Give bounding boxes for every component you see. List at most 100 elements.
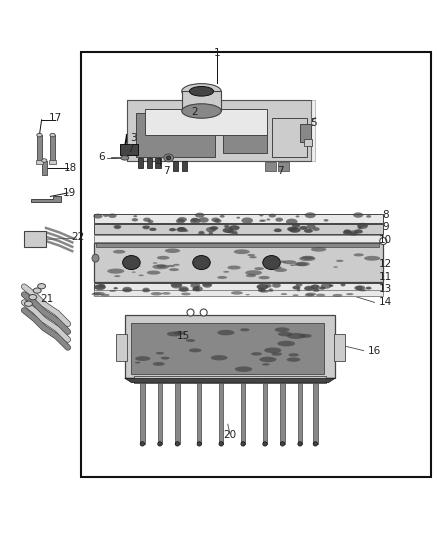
Polygon shape bbox=[127, 100, 315, 161]
Ellipse shape bbox=[135, 356, 150, 361]
Ellipse shape bbox=[164, 154, 173, 162]
Ellipse shape bbox=[169, 268, 179, 271]
Ellipse shape bbox=[123, 255, 140, 270]
Ellipse shape bbox=[182, 104, 221, 118]
Ellipse shape bbox=[177, 227, 186, 232]
Ellipse shape bbox=[263, 255, 280, 270]
Bar bbox=[50, 135, 55, 161]
Ellipse shape bbox=[175, 442, 180, 446]
Text: 16: 16 bbox=[368, 345, 381, 356]
Ellipse shape bbox=[179, 227, 184, 230]
Ellipse shape bbox=[366, 287, 371, 289]
Ellipse shape bbox=[274, 229, 282, 232]
Ellipse shape bbox=[179, 286, 188, 292]
Ellipse shape bbox=[245, 294, 250, 295]
Text: 11: 11 bbox=[379, 272, 392, 282]
Ellipse shape bbox=[343, 230, 352, 233]
Ellipse shape bbox=[123, 287, 132, 292]
Text: 6: 6 bbox=[98, 152, 105, 162]
Ellipse shape bbox=[260, 290, 269, 293]
Ellipse shape bbox=[313, 442, 318, 446]
Bar bbox=[158, 383, 162, 444]
Ellipse shape bbox=[94, 285, 106, 289]
Circle shape bbox=[187, 309, 194, 316]
Ellipse shape bbox=[92, 254, 99, 262]
Ellipse shape bbox=[305, 294, 314, 296]
Ellipse shape bbox=[231, 232, 238, 235]
Ellipse shape bbox=[312, 227, 320, 231]
Ellipse shape bbox=[287, 333, 306, 339]
Ellipse shape bbox=[193, 255, 210, 270]
Ellipse shape bbox=[191, 218, 199, 222]
Ellipse shape bbox=[93, 292, 105, 295]
Ellipse shape bbox=[181, 293, 191, 295]
Ellipse shape bbox=[162, 292, 170, 295]
Ellipse shape bbox=[210, 226, 219, 230]
Ellipse shape bbox=[246, 274, 256, 277]
Ellipse shape bbox=[293, 294, 299, 296]
Ellipse shape bbox=[182, 84, 221, 99]
Ellipse shape bbox=[313, 288, 319, 291]
Ellipse shape bbox=[156, 352, 164, 354]
Ellipse shape bbox=[167, 265, 175, 267]
Bar bbox=[304, 140, 312, 146]
Ellipse shape bbox=[364, 256, 380, 261]
Ellipse shape bbox=[231, 291, 243, 295]
Ellipse shape bbox=[319, 287, 325, 289]
Ellipse shape bbox=[262, 220, 266, 222]
Bar bbox=[223, 118, 267, 152]
Text: 4: 4 bbox=[155, 158, 162, 168]
Ellipse shape bbox=[192, 288, 200, 291]
Ellipse shape bbox=[366, 287, 371, 289]
Ellipse shape bbox=[132, 218, 138, 222]
Ellipse shape bbox=[332, 294, 343, 297]
Ellipse shape bbox=[225, 225, 229, 228]
Bar bbox=[300, 124, 311, 142]
Text: 1: 1 bbox=[213, 48, 220, 58]
Ellipse shape bbox=[50, 133, 55, 137]
Text: 20: 20 bbox=[223, 430, 237, 440]
Ellipse shape bbox=[229, 225, 240, 231]
Ellipse shape bbox=[258, 287, 265, 292]
Ellipse shape bbox=[262, 363, 269, 366]
Ellipse shape bbox=[223, 228, 234, 233]
Text: 7: 7 bbox=[277, 166, 284, 176]
Ellipse shape bbox=[259, 214, 263, 216]
Ellipse shape bbox=[301, 256, 314, 260]
Ellipse shape bbox=[307, 224, 316, 229]
Bar bbox=[96, 243, 379, 247]
Bar bbox=[219, 383, 223, 444]
Text: 19: 19 bbox=[63, 188, 76, 198]
Ellipse shape bbox=[319, 286, 325, 289]
Ellipse shape bbox=[133, 215, 137, 217]
Ellipse shape bbox=[132, 271, 136, 273]
Ellipse shape bbox=[114, 287, 118, 289]
Ellipse shape bbox=[341, 284, 346, 286]
Ellipse shape bbox=[191, 283, 200, 288]
Text: 3: 3 bbox=[130, 133, 137, 143]
Ellipse shape bbox=[167, 332, 182, 336]
Ellipse shape bbox=[138, 274, 144, 276]
Ellipse shape bbox=[169, 228, 176, 231]
Ellipse shape bbox=[268, 288, 273, 290]
Ellipse shape bbox=[193, 287, 200, 290]
Bar bbox=[334, 334, 345, 361]
Bar bbox=[155, 158, 161, 168]
Ellipse shape bbox=[208, 233, 214, 235]
Text: 15: 15 bbox=[177, 330, 190, 341]
Bar bbox=[182, 161, 187, 171]
Ellipse shape bbox=[259, 220, 264, 222]
Bar bbox=[94, 243, 383, 282]
Ellipse shape bbox=[229, 225, 240, 230]
Ellipse shape bbox=[93, 214, 102, 219]
Ellipse shape bbox=[38, 284, 46, 289]
Bar bbox=[145, 109, 267, 135]
Bar bbox=[94, 214, 383, 223]
Ellipse shape bbox=[304, 229, 313, 233]
Ellipse shape bbox=[276, 217, 283, 222]
Ellipse shape bbox=[220, 215, 225, 217]
Ellipse shape bbox=[311, 285, 320, 288]
Ellipse shape bbox=[343, 230, 351, 234]
Ellipse shape bbox=[142, 288, 150, 292]
Ellipse shape bbox=[108, 214, 117, 218]
